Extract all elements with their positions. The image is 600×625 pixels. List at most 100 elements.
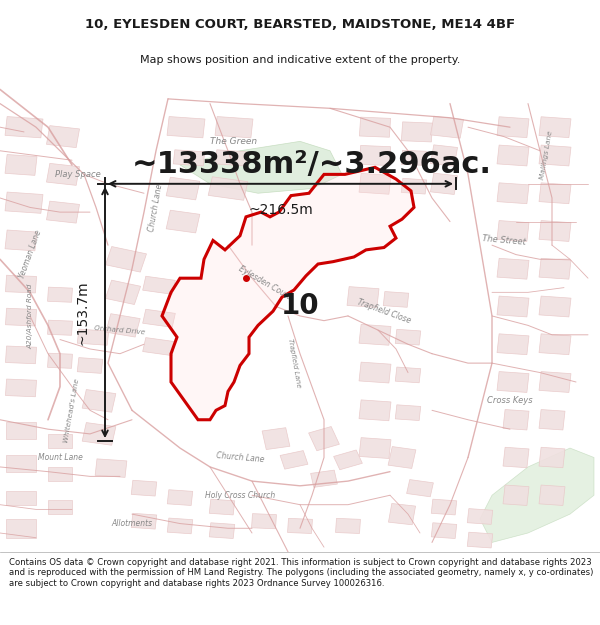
- Bar: [166, 177, 200, 200]
- Text: Whitehead's Lane: Whitehead's Lane: [64, 378, 80, 443]
- Bar: [48, 500, 72, 514]
- Bar: [46, 201, 80, 223]
- Text: Eylesden Court: Eylesden Court: [236, 264, 292, 301]
- Polygon shape: [162, 168, 414, 420]
- Bar: [539, 448, 565, 468]
- Bar: [431, 522, 457, 539]
- Bar: [143, 338, 175, 356]
- Bar: [143, 276, 175, 294]
- Bar: [467, 532, 493, 548]
- Text: Trapfield Close: Trapfield Close: [356, 298, 412, 325]
- Bar: [77, 357, 103, 373]
- Bar: [5, 154, 37, 176]
- Text: Mallings Lane: Mallings Lane: [539, 131, 553, 181]
- Bar: [401, 122, 433, 142]
- Bar: [209, 499, 235, 515]
- Bar: [334, 450, 362, 470]
- Bar: [347, 287, 379, 308]
- Text: ~153.7m: ~153.7m: [76, 280, 90, 345]
- Bar: [503, 485, 529, 506]
- Text: Church Lane: Church Lane: [215, 451, 265, 464]
- Bar: [335, 518, 361, 534]
- Bar: [359, 400, 391, 421]
- Bar: [539, 258, 571, 279]
- Bar: [143, 309, 175, 328]
- Bar: [503, 409, 529, 430]
- Bar: [46, 163, 80, 186]
- Bar: [467, 509, 493, 524]
- Bar: [131, 513, 157, 529]
- Bar: [251, 514, 277, 529]
- Text: Map shows position and indicative extent of the property.: Map shows position and indicative extent…: [140, 55, 460, 65]
- Bar: [82, 389, 116, 412]
- Bar: [48, 467, 72, 481]
- Bar: [47, 287, 73, 302]
- Bar: [311, 470, 337, 488]
- Bar: [5, 346, 37, 364]
- Polygon shape: [480, 448, 594, 542]
- Text: Trapfield Lane: Trapfield Lane: [287, 338, 301, 388]
- Bar: [431, 499, 457, 515]
- Bar: [46, 126, 80, 148]
- Text: The Street: The Street: [482, 234, 526, 247]
- Bar: [497, 221, 529, 241]
- Bar: [106, 280, 140, 304]
- Bar: [497, 296, 529, 317]
- Bar: [359, 173, 391, 194]
- Bar: [497, 258, 529, 279]
- Text: Allotments: Allotments: [112, 519, 152, 528]
- Bar: [209, 522, 235, 539]
- Bar: [401, 178, 427, 194]
- Bar: [395, 405, 421, 421]
- Bar: [5, 116, 43, 138]
- Bar: [6, 422, 36, 439]
- Text: A20/Ashford Road: A20/Ashford Road: [27, 283, 33, 349]
- Text: 10, EYLESDEN COURT, BEARSTED, MAIDSTONE, ME14 4BF: 10, EYLESDEN COURT, BEARSTED, MAIDSTONE,…: [85, 18, 515, 31]
- Bar: [388, 447, 416, 468]
- Bar: [6, 455, 36, 472]
- Bar: [167, 518, 193, 534]
- Text: Play Space: Play Space: [55, 170, 101, 179]
- Bar: [167, 116, 205, 138]
- Text: Holy Cross Church: Holy Cross Church: [205, 491, 275, 500]
- Bar: [539, 183, 571, 204]
- Bar: [539, 485, 565, 506]
- Bar: [539, 117, 571, 138]
- Bar: [359, 362, 391, 383]
- Text: Orchard Drive: Orchard Drive: [94, 325, 146, 335]
- Bar: [166, 210, 200, 233]
- Bar: [287, 518, 313, 534]
- Bar: [539, 221, 571, 241]
- Bar: [262, 428, 290, 449]
- Text: ~13338m²/~3.296ac.: ~13338m²/~3.296ac.: [132, 151, 492, 179]
- Bar: [5, 192, 43, 213]
- Bar: [5, 308, 37, 326]
- Bar: [383, 291, 409, 308]
- Bar: [215, 116, 253, 138]
- Bar: [131, 480, 157, 496]
- Bar: [280, 451, 308, 469]
- Bar: [215, 150, 247, 166]
- Bar: [359, 117, 391, 138]
- Bar: [388, 504, 416, 525]
- Bar: [48, 434, 72, 448]
- Bar: [497, 145, 529, 166]
- Text: Church Lane: Church Lane: [148, 183, 164, 232]
- Bar: [6, 491, 36, 505]
- Bar: [77, 329, 109, 345]
- Bar: [5, 379, 37, 397]
- Polygon shape: [180, 141, 342, 193]
- Bar: [539, 145, 571, 166]
- Bar: [95, 459, 127, 478]
- Bar: [497, 183, 529, 204]
- Bar: [497, 117, 529, 138]
- Text: Mount Lane: Mount Lane: [38, 453, 82, 462]
- Bar: [359, 438, 391, 459]
- Bar: [539, 296, 571, 317]
- Bar: [82, 422, 116, 445]
- Bar: [308, 426, 340, 451]
- Bar: [539, 372, 571, 392]
- Bar: [497, 334, 529, 354]
- Text: 10: 10: [281, 292, 319, 321]
- Bar: [503, 448, 529, 468]
